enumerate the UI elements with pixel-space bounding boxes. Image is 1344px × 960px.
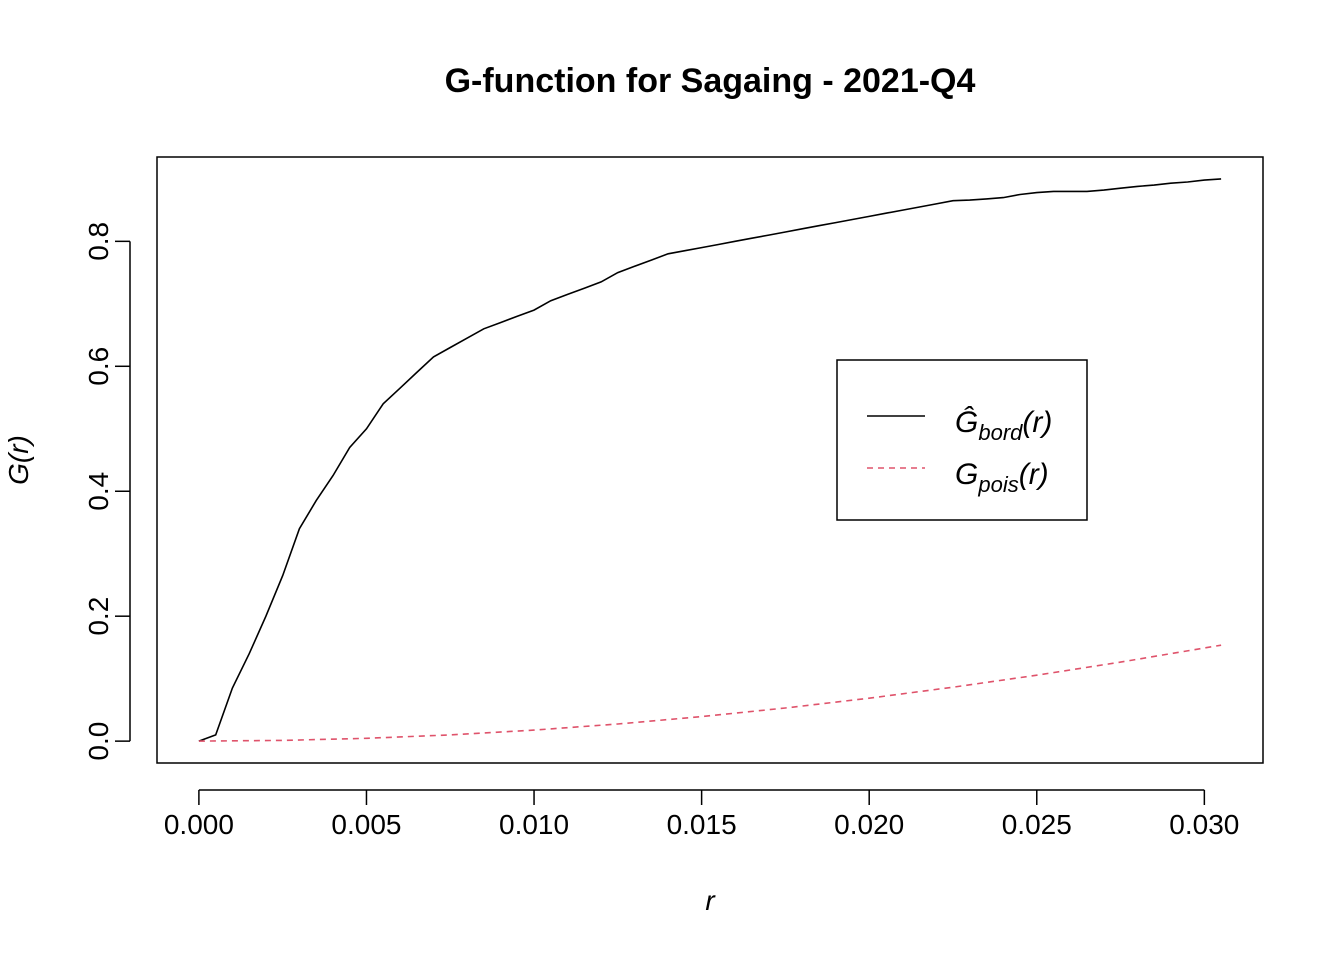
x-tick-label: 0.030 — [1169, 809, 1239, 840]
series-layer — [198, 178, 1222, 742]
series-line-g-pois — [198, 644, 1222, 742]
legend-entry-label: Gpois(r) — [955, 458, 1049, 497]
plot-area-frame — [156, 156, 1264, 764]
y-axis: 0.0 0.2 0.4 0.6 0.8 — [83, 222, 131, 761]
x-tick-label: 0.005 — [331, 809, 401, 840]
legend-entry-label: Ĝbord(r) — [955, 405, 1052, 445]
y-tick-label: 0.8 — [83, 222, 114, 261]
x-tick-label: 0.010 — [499, 809, 569, 840]
x-axis-label: r — [705, 885, 716, 916]
y-tick-label: 0.6 — [83, 347, 114, 386]
x-tick-label: 0.025 — [1002, 809, 1072, 840]
legend-box — [836, 359, 1088, 521]
series-line-g-bord — [198, 178, 1222, 742]
y-tick-label: 0.4 — [83, 472, 114, 511]
x-axis: 0.000 0.005 0.010 0.015 0.020 0.025 0.030 — [164, 789, 1239, 840]
x-tick-label: 0.015 — [667, 809, 737, 840]
y-tick-label: 0.0 — [83, 722, 114, 761]
legend: Ĝbord(r) Gpois(r) — [836, 359, 1088, 521]
x-tick-label: 0.000 — [164, 809, 234, 840]
x-tick-label: 0.020 — [834, 809, 904, 840]
y-tick-label: 0.2 — [83, 597, 114, 636]
chart-title: G-function for Sagaing - 2021-Q4 — [445, 62, 976, 100]
y-axis-label: G(r) — [3, 435, 34, 485]
